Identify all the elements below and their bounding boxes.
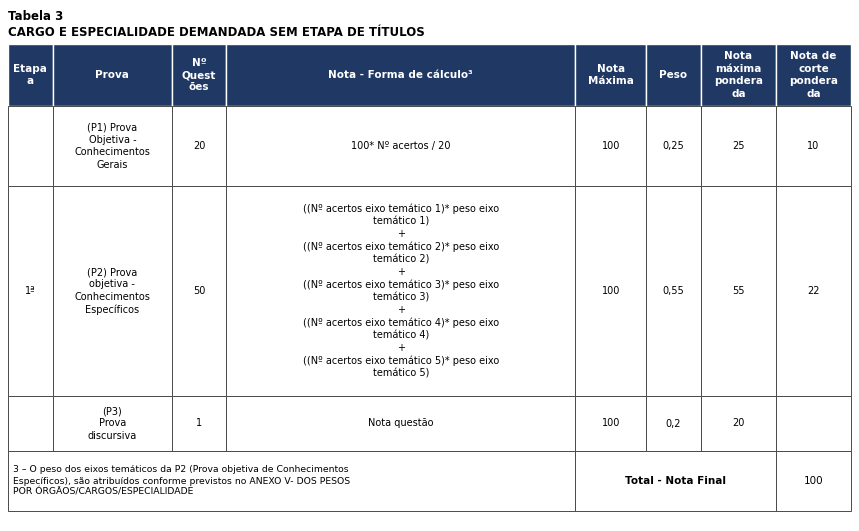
Bar — [52, 106, 172, 186]
Bar — [646, 186, 701, 396]
Text: 0,55: 0,55 — [662, 286, 685, 296]
Text: Nº
Quest
ões: Nº Quest ões — [182, 57, 216, 92]
Text: Tabela 3: Tabela 3 — [8, 10, 64, 23]
Bar — [52, 186, 172, 396]
Text: (P2) Prova
objetiva -
Conhecimentos
Específicos: (P2) Prova objetiva - Conhecimentos Espe… — [75, 267, 150, 315]
Text: 1ª: 1ª — [25, 286, 35, 296]
Text: 25: 25 — [732, 141, 745, 151]
Text: CARGO E ESPECIALIDADE DEMANDADA SEM ETAPA DE TÍTULOS: CARGO E ESPECIALIDADE DEMANDADA SEM ETAP… — [8, 26, 424, 39]
Text: 1: 1 — [196, 418, 202, 429]
Bar — [776, 106, 851, 186]
Text: Nota
Máxima: Nota Máxima — [588, 64, 634, 86]
Text: 100: 100 — [601, 286, 620, 296]
Text: Prova: Prova — [95, 70, 130, 80]
Text: 20: 20 — [193, 141, 205, 151]
Text: 0,25: 0,25 — [662, 141, 685, 151]
Bar — [226, 44, 576, 106]
Text: Total - Nota Final: Total - Nota Final — [625, 476, 726, 486]
Text: ((Nº acertos eixo temático 1)* peso eixo
temático 1)
+
((Nº acertos eixo temátic: ((Nº acertos eixo temático 1)* peso eixo… — [302, 204, 499, 378]
Text: Peso: Peso — [660, 70, 687, 80]
Bar — [8, 451, 576, 511]
Text: Nota questão: Nota questão — [368, 418, 434, 429]
Bar — [576, 396, 646, 451]
Bar — [701, 106, 776, 186]
Bar — [776, 44, 851, 106]
Bar — [172, 106, 226, 186]
Bar — [576, 106, 646, 186]
Bar — [776, 186, 851, 396]
Bar — [646, 396, 701, 451]
Bar — [776, 396, 851, 451]
Text: 100* Nº acertos / 20: 100* Nº acertos / 20 — [351, 141, 450, 151]
Bar — [172, 396, 226, 451]
Bar — [646, 106, 701, 186]
Text: Nota
máxima
pondera
da: Nota máxima pondera da — [714, 52, 763, 99]
Text: 20: 20 — [732, 418, 745, 429]
Text: Etapa
a: Etapa a — [14, 64, 47, 86]
Bar — [8, 44, 52, 106]
Bar — [52, 44, 172, 106]
Bar — [576, 44, 646, 106]
Text: 0,2: 0,2 — [666, 418, 681, 429]
Bar — [8, 106, 52, 186]
Bar — [701, 186, 776, 396]
Text: 55: 55 — [732, 286, 745, 296]
Text: 10: 10 — [807, 141, 819, 151]
Bar — [226, 106, 576, 186]
Text: Nota de
corte
pondera
da: Nota de corte pondera da — [789, 52, 838, 99]
Text: 100: 100 — [601, 418, 620, 429]
Text: 3 – O peso dos eixos temáticos da P2 (Prova objetiva de Conhecimentos
Específico: 3 – O peso dos eixos temáticos da P2 (Pr… — [13, 465, 350, 496]
Bar — [226, 396, 576, 451]
Bar — [576, 451, 776, 511]
Text: 100: 100 — [804, 476, 823, 486]
Bar — [172, 44, 226, 106]
Bar — [646, 44, 701, 106]
Bar — [701, 44, 776, 106]
Bar — [226, 186, 576, 396]
Bar — [776, 451, 851, 511]
Text: (P1) Prova
Objetiva -
Conhecimentos
Gerais: (P1) Prova Objetiva - Conhecimentos Gera… — [75, 123, 150, 169]
Bar — [701, 396, 776, 451]
Bar — [576, 186, 646, 396]
Text: 22: 22 — [807, 286, 819, 296]
Bar — [52, 396, 172, 451]
Text: (P3)
Prova
discursiva: (P3) Prova discursiva — [88, 406, 137, 441]
Text: 100: 100 — [601, 141, 620, 151]
Bar — [8, 396, 52, 451]
Text: 50: 50 — [193, 286, 205, 296]
Bar — [8, 186, 52, 396]
Text: Nota - Forma de cálculo³: Nota - Forma de cálculo³ — [328, 70, 473, 80]
Bar — [172, 186, 226, 396]
